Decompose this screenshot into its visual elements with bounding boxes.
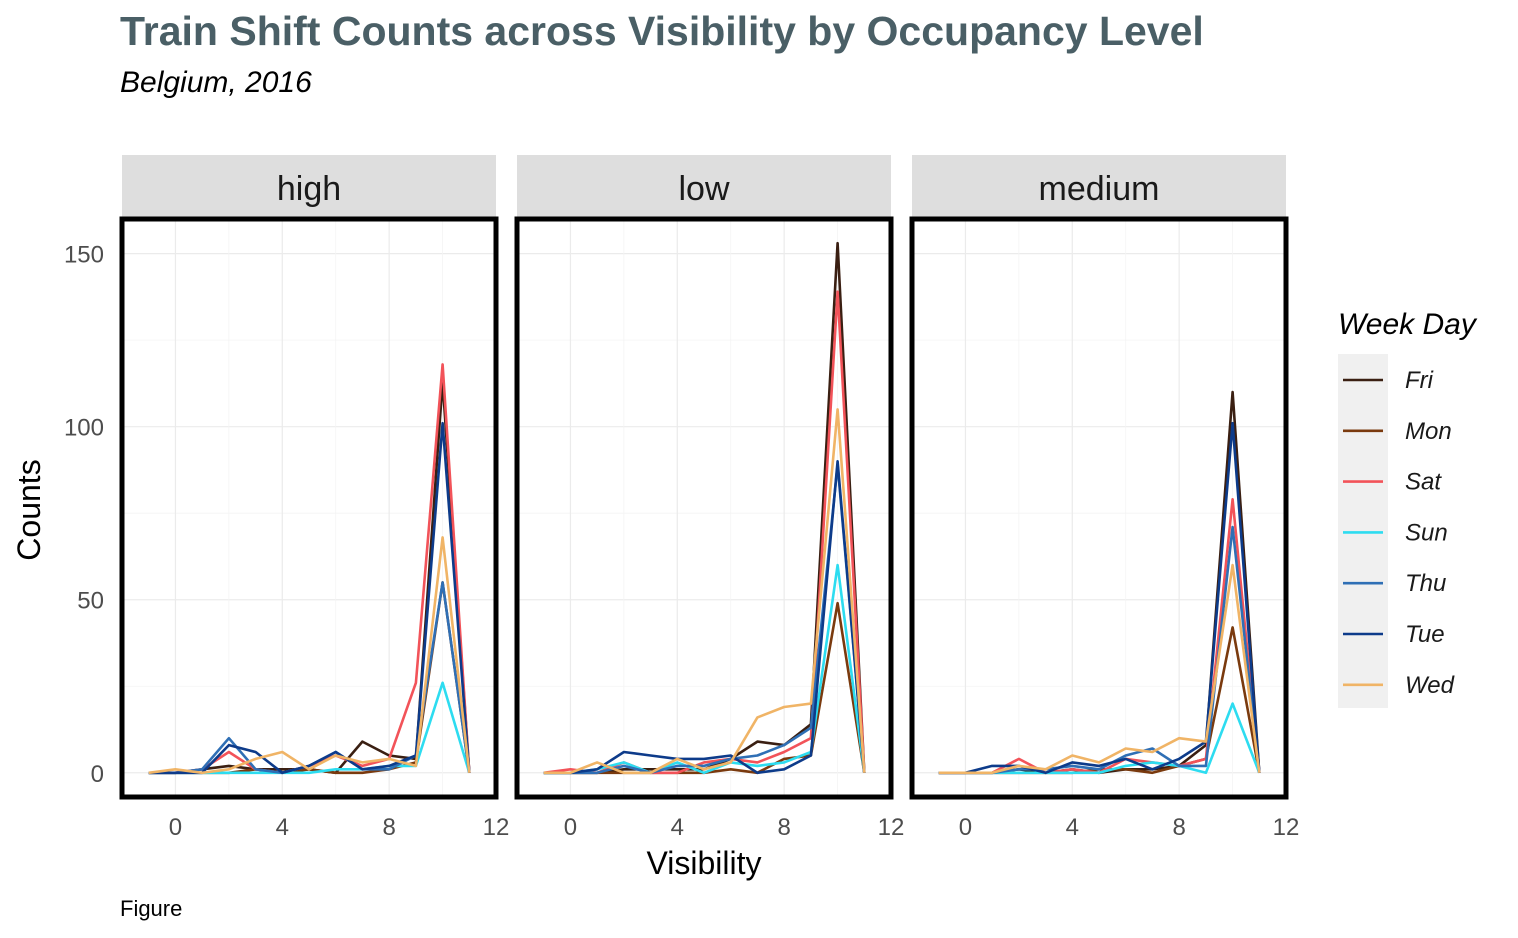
legend-label-mon: Mon: [1405, 418, 1452, 445]
series-line-low-tue: [543, 459, 866, 775]
facet-strip: [517, 155, 891, 217]
facet-strip-label: high: [277, 170, 341, 208]
chart-subtitle: Belgium, 2016: [120, 66, 312, 99]
y-tick-label: 100: [64, 415, 104, 442]
chart-title: Train Shift Counts across Visibility by …: [120, 8, 1204, 54]
chart-caption: Figure: [120, 896, 183, 921]
x-tick-label: 12: [483, 814, 510, 841]
legend-label-thu: Thu: [1405, 570, 1446, 597]
legend-key-background: [1338, 354, 1388, 708]
legend-label-sat: Sat: [1405, 469, 1442, 496]
series-line-high-wed: [148, 536, 471, 775]
panel-border: [514, 216, 894, 800]
series-line-low-wed: [543, 408, 866, 775]
panel-grid: [122, 219, 497, 797]
x-tick-label: 0: [169, 814, 182, 841]
x-tick-label: 4: [671, 814, 684, 841]
legend-label-sun: Sun: [1405, 519, 1448, 546]
x-axis-title: Visibility: [647, 845, 762, 881]
x-tick-label: 8: [1172, 814, 1185, 841]
facet-strip-label: low: [678, 170, 729, 208]
x-tick-label: 8: [382, 814, 395, 841]
y-axis-title: Counts: [11, 459, 47, 560]
x-tick-label: 12: [1273, 814, 1300, 841]
y-tick-label: 0: [91, 761, 104, 788]
panel-border: [909, 216, 1289, 800]
y-tick-label: 50: [77, 588, 104, 615]
y-tick-label: 150: [64, 242, 104, 269]
x-tick-label: 4: [1066, 814, 1079, 841]
legend: Week Day Fri Mon Sat Sun Thu Tue Wed: [1338, 308, 1478, 708]
x-tick-label: 0: [564, 814, 577, 841]
x-tick-label: 0: [959, 814, 972, 841]
series-line-low-thu: [543, 463, 866, 775]
panel-border: [119, 216, 499, 800]
legend-title: Week Day: [1338, 308, 1478, 341]
x-tick-label: 4: [276, 814, 289, 841]
facet-strip-label: medium: [1039, 170, 1160, 208]
x-tick-label: 12: [878, 814, 905, 841]
legend-label-fri: Fri: [1405, 367, 1434, 394]
facet-strip: [912, 155, 1286, 217]
facet-strip: [122, 155, 496, 217]
legend-label-tue: Tue: [1405, 621, 1445, 648]
legend-label-wed: Wed: [1405, 672, 1455, 699]
x-tick-label: 8: [777, 814, 790, 841]
series-line-medium-wed: [938, 563, 1261, 775]
